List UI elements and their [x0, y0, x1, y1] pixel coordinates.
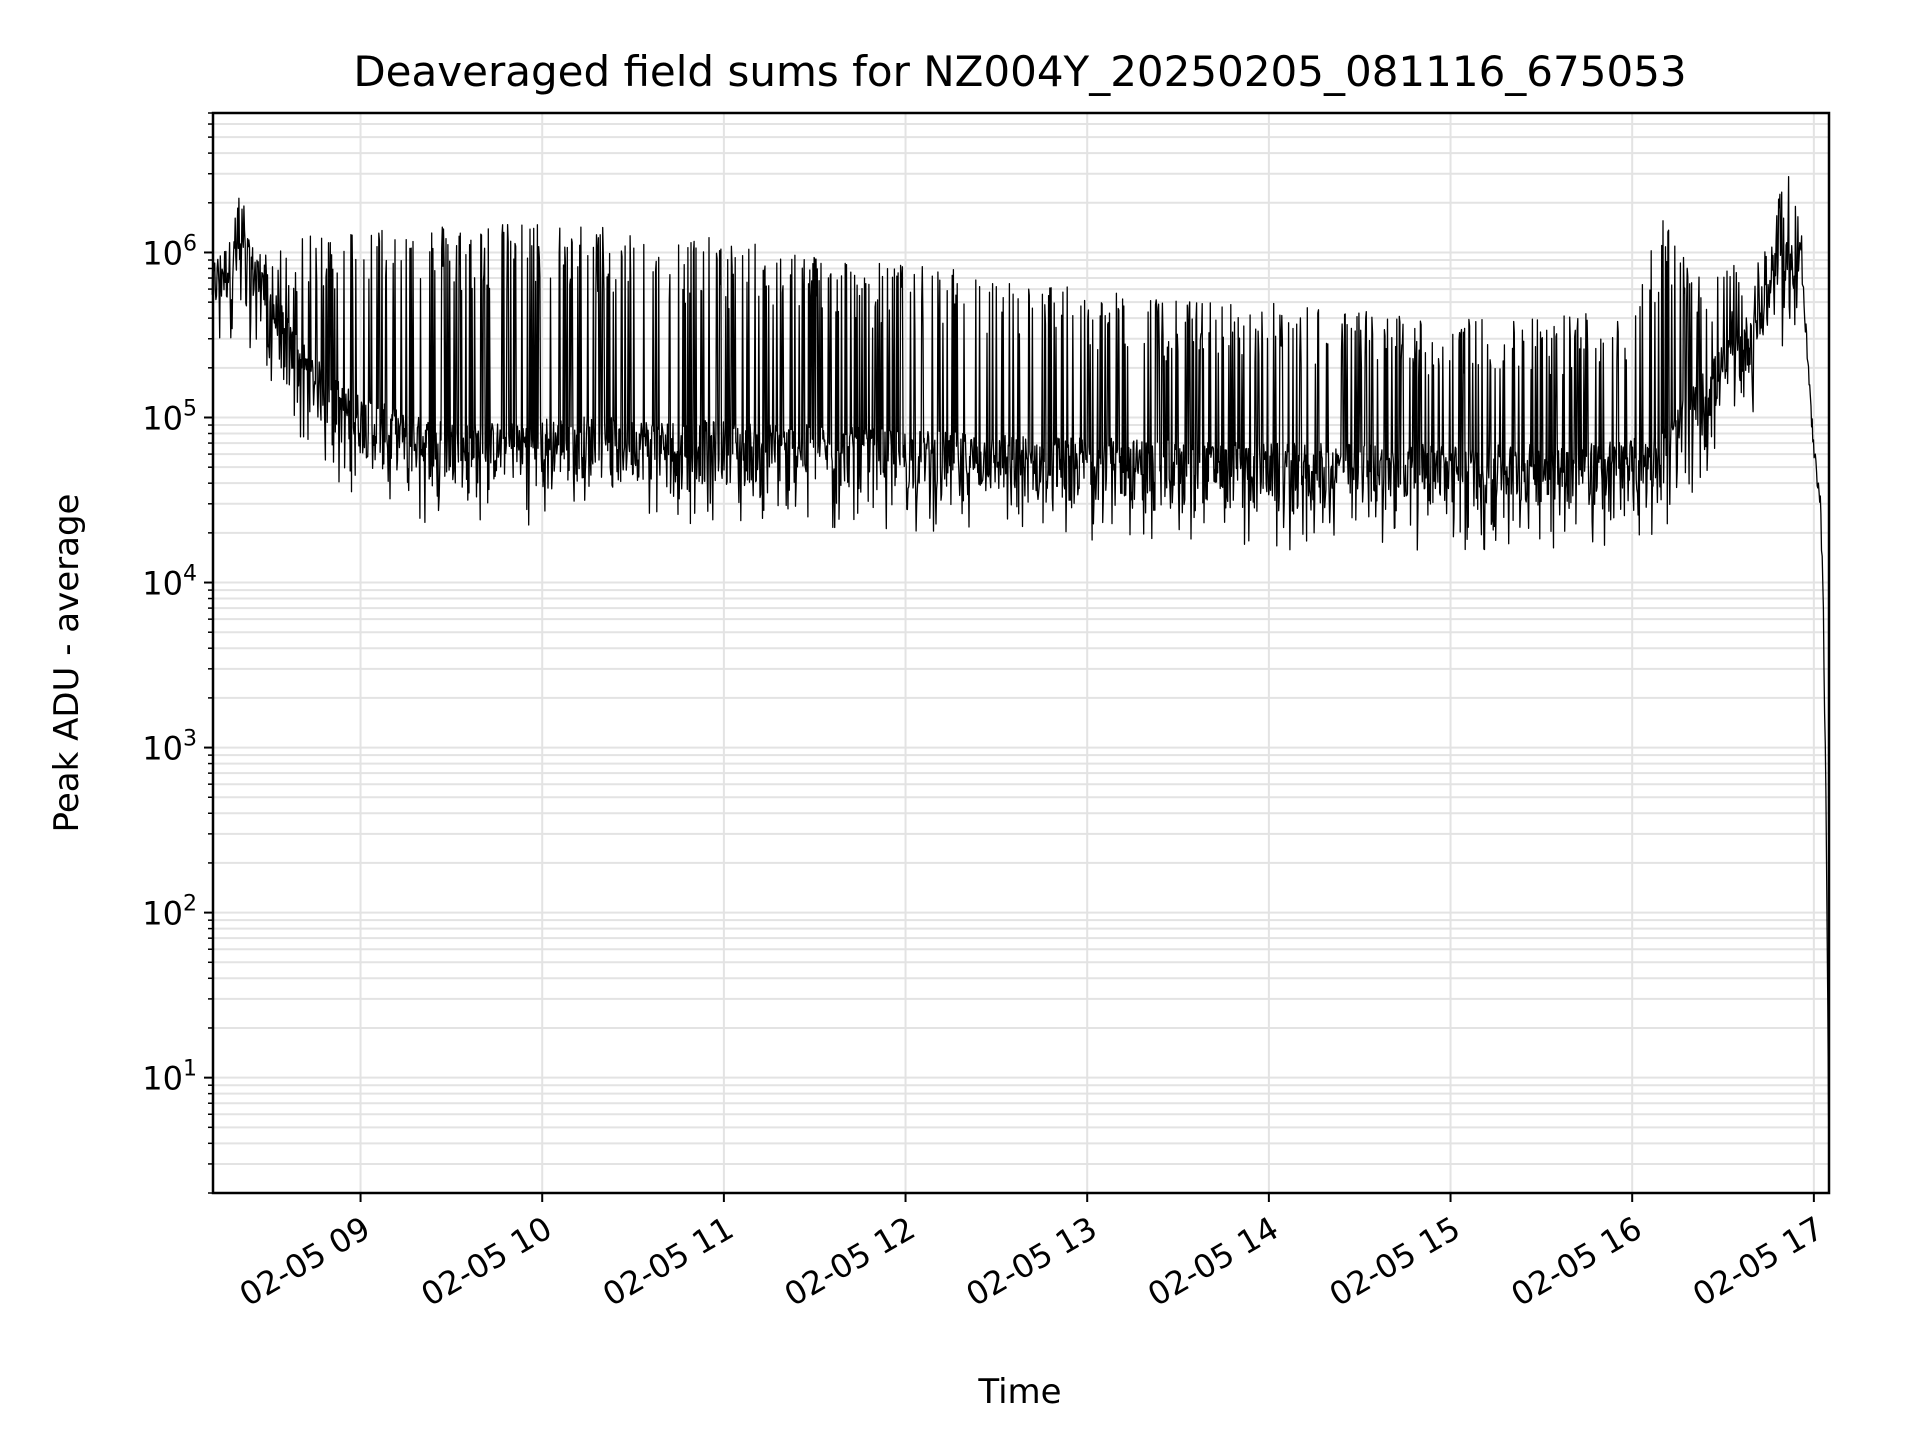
grid — [213, 112, 1829, 1194]
x-tick-label: 02-05 09 — [233, 1209, 377, 1314]
y-tick-label: 103 — [142, 727, 197, 768]
x-axis: 02-05 09 02-05 10 02-05 11 02-05 12 02-05 13… — [233, 1193, 1830, 1314]
x-tick-label: 02-05 14 — [1141, 1209, 1285, 1314]
plot-area-frame — [211, 111, 1831, 1195]
x-tick-label: 02-05 11 — [596, 1209, 740, 1314]
y-tick-label: 102 — [142, 892, 197, 933]
y-tick-label: 104 — [142, 562, 197, 603]
x-tick-label: 02-05 13 — [960, 1209, 1104, 1314]
y-axis-label: Peak ADU - average — [47, 494, 87, 833]
x-axis-label: Time — [977, 1372, 1061, 1412]
x-tick-label: 02-05 15 — [1323, 1209, 1467, 1314]
chart-title: Deaveraged field sums for NZ004Y_2025020… — [353, 47, 1686, 96]
x-tick-label: 02-05 17 — [1686, 1209, 1830, 1314]
y-tick-label: 105 — [142, 397, 197, 438]
data-layer — [211, 176, 1830, 1160]
y-tick-label: 106 — [142, 231, 197, 272]
x-tick-label: 02-05 10 — [415, 1209, 559, 1314]
x-tick-label: 02-05 16 — [1505, 1209, 1649, 1314]
y-axis: 101 102 103 104 105 106 — [142, 112, 213, 1194]
y-tick-label: 101 — [142, 1057, 197, 1098]
x-tick-label: 02-05 12 — [778, 1209, 922, 1314]
series-line — [211, 176, 1830, 1160]
